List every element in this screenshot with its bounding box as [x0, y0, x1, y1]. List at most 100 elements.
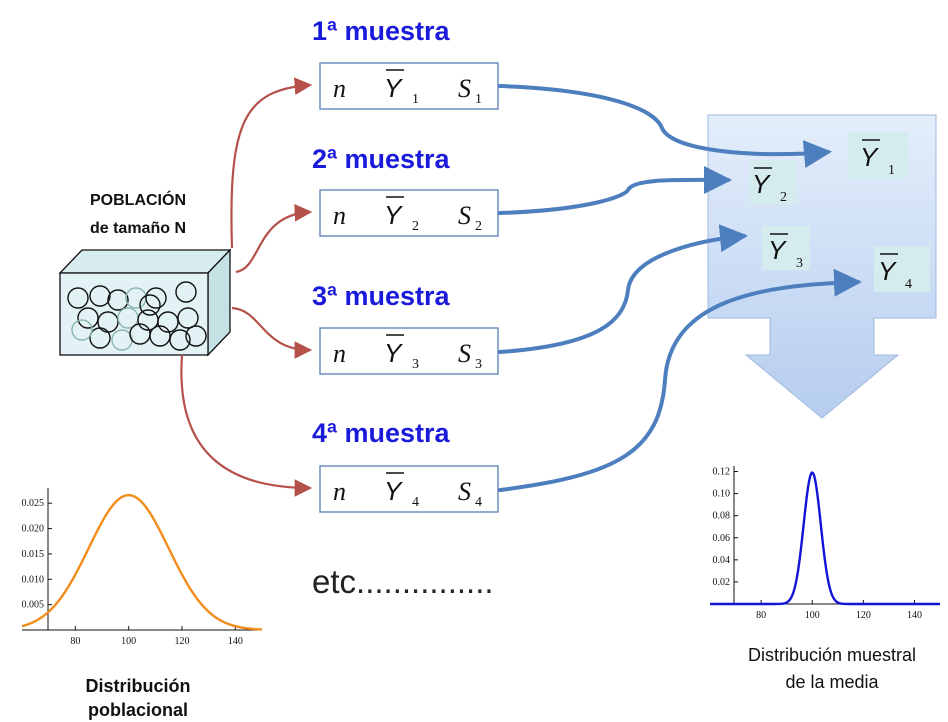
blue-arrow-2	[498, 165, 732, 215]
mean-sub: 1	[888, 163, 895, 178]
individual-circle	[107, 289, 129, 311]
individual-circle	[169, 329, 191, 351]
sample-ybar: Y	[384, 338, 403, 368]
sample-n: n	[333, 339, 346, 368]
y-tick-label: 0.04	[713, 555, 731, 566]
individual-circle	[89, 285, 111, 307]
y-tick-label: 0.12	[713, 467, 731, 478]
sample-box	[319, 62, 499, 110]
individual-circle	[157, 311, 179, 333]
mean-chip-3: Y 3	[762, 226, 810, 271]
y-tick-label: 0.005	[22, 600, 45, 611]
individual-circle	[145, 287, 167, 309]
red-arrow-2	[235, 204, 313, 274]
mean-sub: 2	[780, 190, 787, 205]
mean-label: Y	[752, 169, 771, 199]
population-caption-line2: poblacional	[88, 700, 188, 720]
sampling-density-curve	[710, 471, 940, 606]
sample-3: 3ª muestra n Y 3 S 3	[312, 281, 499, 375]
sample-n: n	[333, 74, 346, 103]
sample-ybar-sub: 3	[412, 357, 419, 372]
sample-heading: 4ª muestra	[312, 418, 451, 448]
mean-chip-1: Y 1	[848, 132, 908, 178]
individual-circle	[175, 281, 197, 303]
individual-circle	[71, 319, 93, 341]
red-arrow-3	[231, 306, 313, 359]
y-tick-label: 0.020	[22, 524, 45, 535]
sample-s-sub: 3	[475, 357, 482, 372]
sample-1: 1ª muestra n Y 1 S 1	[312, 16, 499, 110]
mean-sub: 3	[796, 256, 803, 271]
sample-ybar: Y	[384, 476, 403, 506]
sample-ybar: Y	[384, 73, 403, 103]
sample-ybar: Y	[384, 200, 403, 230]
y-tick-label: 0.06	[713, 533, 731, 544]
sample-box	[319, 189, 499, 237]
x-tick-label: 100	[121, 636, 136, 647]
sample-s: S	[458, 477, 471, 506]
population-title-line2: de tamaño N	[90, 220, 186, 237]
sample-ybar-sub: 1	[412, 92, 419, 107]
mean-label: Y	[878, 256, 897, 286]
red-arrow-1	[230, 77, 313, 249]
red-arrows	[180, 77, 313, 497]
y-tick-label: 0.015	[22, 549, 45, 560]
individual-circle	[185, 325, 207, 347]
sample-s: S	[458, 74, 471, 103]
blue-arrows	[498, 84, 862, 492]
sample-ybar-sub: 2	[412, 219, 419, 234]
population-title-line1: POBLACIÓN	[90, 190, 186, 209]
x-tick-label: 140	[228, 636, 243, 647]
x-tick-label: 140	[907, 610, 922, 621]
mean-label: Y	[860, 142, 879, 172]
blue-arrow-1	[498, 84, 832, 169]
sample-2: 2ª muestra n Y 2 S 2	[312, 144, 499, 237]
individual-circle	[139, 294, 161, 316]
y-tick-label: 0.02	[713, 577, 731, 588]
x-tick-label: 120	[175, 636, 190, 647]
sample-4: 4ª muestra n Y 4 S 4	[312, 418, 499, 513]
x-tick-label: 80	[756, 610, 766, 621]
blue-arrow-4	[498, 268, 862, 492]
sample-heading: 3ª muestra	[312, 281, 451, 311]
individual-circle	[177, 307, 199, 329]
y-tick-label: 0.010	[22, 574, 45, 585]
red-arrow-4	[180, 354, 313, 497]
sample-box	[319, 327, 499, 375]
x-tick-label: 80	[70, 636, 80, 647]
sample-heading: 2ª muestra	[312, 144, 451, 174]
sample-s-sub: 4	[475, 495, 482, 510]
x-tick-label: 120	[856, 610, 871, 621]
mean-label: Y	[768, 235, 787, 265]
sample-s-sub: 2	[475, 219, 482, 234]
individual-circle	[77, 307, 99, 329]
mean-chip-4: Y 4	[874, 246, 930, 292]
y-tick-label: 0.025	[22, 498, 45, 509]
sample-s: S	[458, 201, 471, 230]
sampling-caption-line2: de la media	[785, 672, 879, 692]
sampling-caption-line1: Distribución muestral	[748, 645, 916, 665]
sample-s: S	[458, 339, 471, 368]
population-density-curve	[21, 493, 263, 631]
sample-heading: 1ª muestra	[312, 16, 451, 46]
sampling-chart: 0.02 0.04 0.06 0.08 0.10 0.12 80 100 120 140	[710, 466, 940, 621]
x-tick-label: 100	[805, 610, 820, 621]
individual-circle	[149, 325, 171, 347]
sample-s-sub: 1	[475, 92, 482, 107]
etc-text: etc...............	[312, 563, 494, 600]
y-tick-label: 0.10	[713, 489, 731, 500]
blue-arrow-3	[498, 224, 748, 354]
sample-ybar-sub: 4	[412, 495, 419, 510]
individual-circle	[89, 327, 111, 349]
population-caption-line1: Distribución	[85, 676, 190, 696]
population-chart: 0.005 0.010 0.015 0.020 0.025 80 100 120 140	[22, 488, 263, 647]
mean-sub: 4	[905, 277, 912, 292]
sample-n: n	[333, 477, 346, 506]
y-tick-label: 0.08	[713, 511, 731, 522]
mean-chip-2: Y 2	[750, 160, 798, 205]
individual-circle	[67, 287, 89, 309]
population-box	[58, 248, 232, 357]
sample-n: n	[333, 201, 346, 230]
